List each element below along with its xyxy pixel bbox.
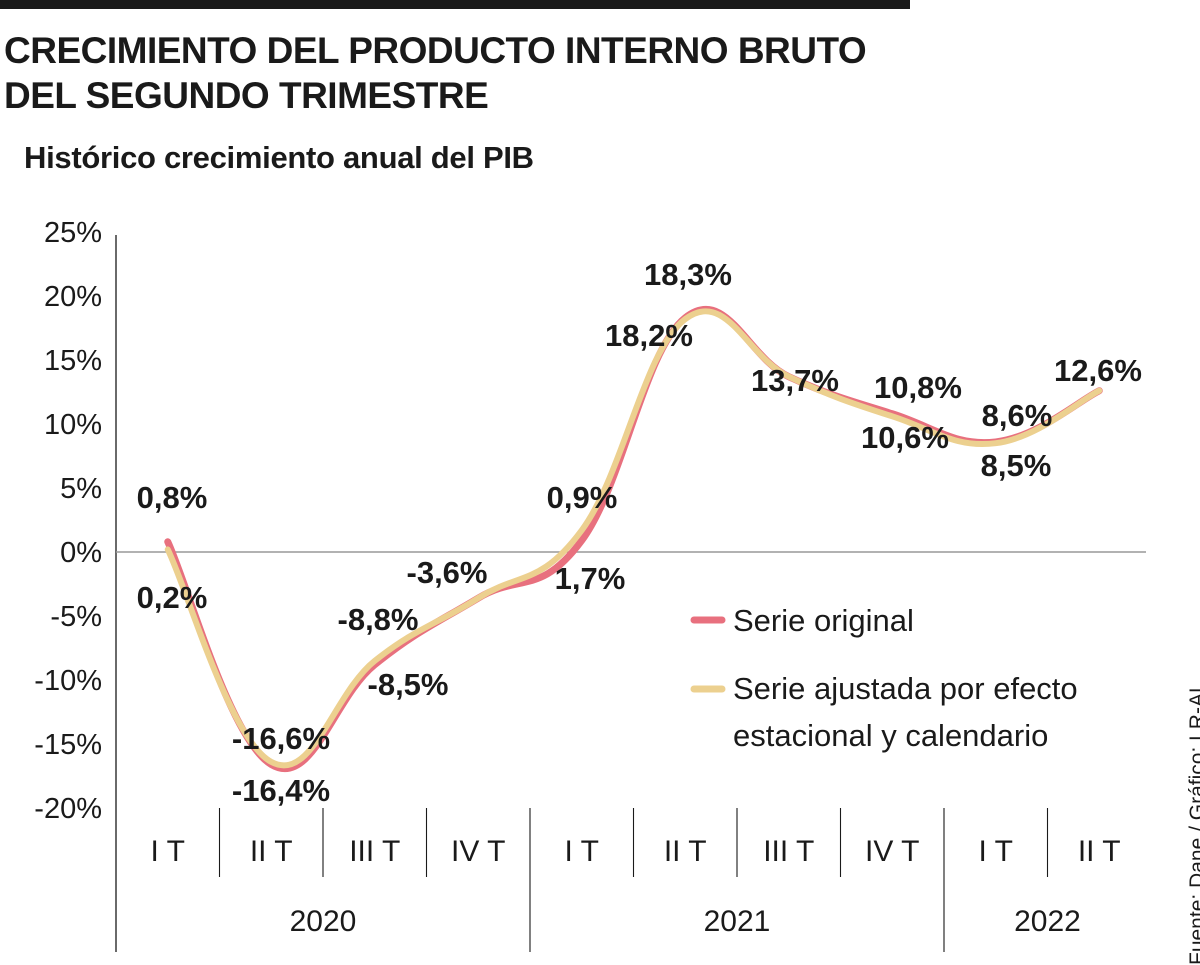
data-label: -8,5% (368, 667, 449, 702)
y-tick-label: 25% (44, 217, 102, 249)
year-label: 2022 (1014, 905, 1081, 938)
y-tick-label: 10% (44, 409, 102, 441)
data-label: 0,9% (547, 480, 618, 515)
quarter-label: III T (349, 835, 400, 868)
y-tick-label: 15% (44, 345, 102, 377)
quarter-label: IV T (451, 835, 505, 868)
quarter-label: I T (151, 835, 185, 868)
legend-label-ajustada-line2: estacional y calendario (733, 718, 1048, 753)
quarter-label: IV T (865, 835, 919, 868)
data-label: -16,6% (232, 721, 330, 756)
data-label: 12,6% (1054, 353, 1142, 388)
legend: Serie original Serie ajustada por efecto… (690, 603, 1078, 753)
y-tick-label: -10% (34, 665, 102, 697)
data-label: 10,6% (861, 420, 949, 455)
data-label: -3,6% (407, 555, 488, 590)
quarter-label: III T (763, 835, 814, 868)
quarter-label: I T (565, 835, 599, 868)
y-tick-label: -5% (50, 601, 102, 633)
year-label: 2020 (290, 905, 357, 938)
y-tick-label: 5% (60, 473, 102, 505)
y-tick-label: 20% (44, 281, 102, 313)
data-label: 18,3% (644, 257, 732, 292)
y-axis-ticks: 25% 20% 15% 10% 5% 0% -5% -10% -15% -20% (34, 217, 102, 825)
data-label: 8,6% (982, 398, 1053, 433)
chart-subtitle: Histórico crecimiento anual del PIB (24, 140, 534, 175)
data-label: 10,8% (874, 370, 962, 405)
y-tick-label: -15% (34, 729, 102, 761)
legend-label-ajustada-line1: Serie ajustada por efecto (733, 671, 1078, 706)
data-labels: 0,8% 0,2% -16,6% -16,4% -8,8% -8,5% -3,6% 0,9% 1… (137, 257, 1142, 808)
data-label: 1,7% (555, 561, 626, 596)
quarter-label: II T (250, 835, 293, 868)
quarter-dividers (218, 808, 1049, 952)
y-tick-label: -20% (34, 793, 102, 825)
quarter-label: II T (1078, 835, 1121, 868)
legend-label-original: Serie original (733, 603, 914, 638)
y-tick-label: 0% (60, 537, 102, 569)
data-label: -16,4% (232, 773, 330, 808)
top-rule (0, 0, 910, 9)
quarter-labels: I T II T III T IV T I T II T III T IV T I T II T (151, 835, 1121, 868)
data-label: 13,7% (751, 363, 839, 398)
data-label: 0,2% (137, 580, 208, 615)
data-label: 18,2% (605, 318, 693, 353)
data-label: -8,8% (338, 602, 419, 637)
chart-title: CRECIMIENTO DEL PRODUCTO INTERNO BRUTO D… (4, 30, 867, 116)
year-label: 2021 (704, 905, 771, 938)
year-labels: 2020 2021 2022 (290, 905, 1081, 938)
data-label: 0,8% (137, 480, 208, 515)
quarter-label: II T (664, 835, 707, 868)
quarter-label: I T (979, 835, 1013, 868)
series-line-ajustada (164, 308, 1103, 769)
data-label: 8,5% (981, 448, 1052, 483)
